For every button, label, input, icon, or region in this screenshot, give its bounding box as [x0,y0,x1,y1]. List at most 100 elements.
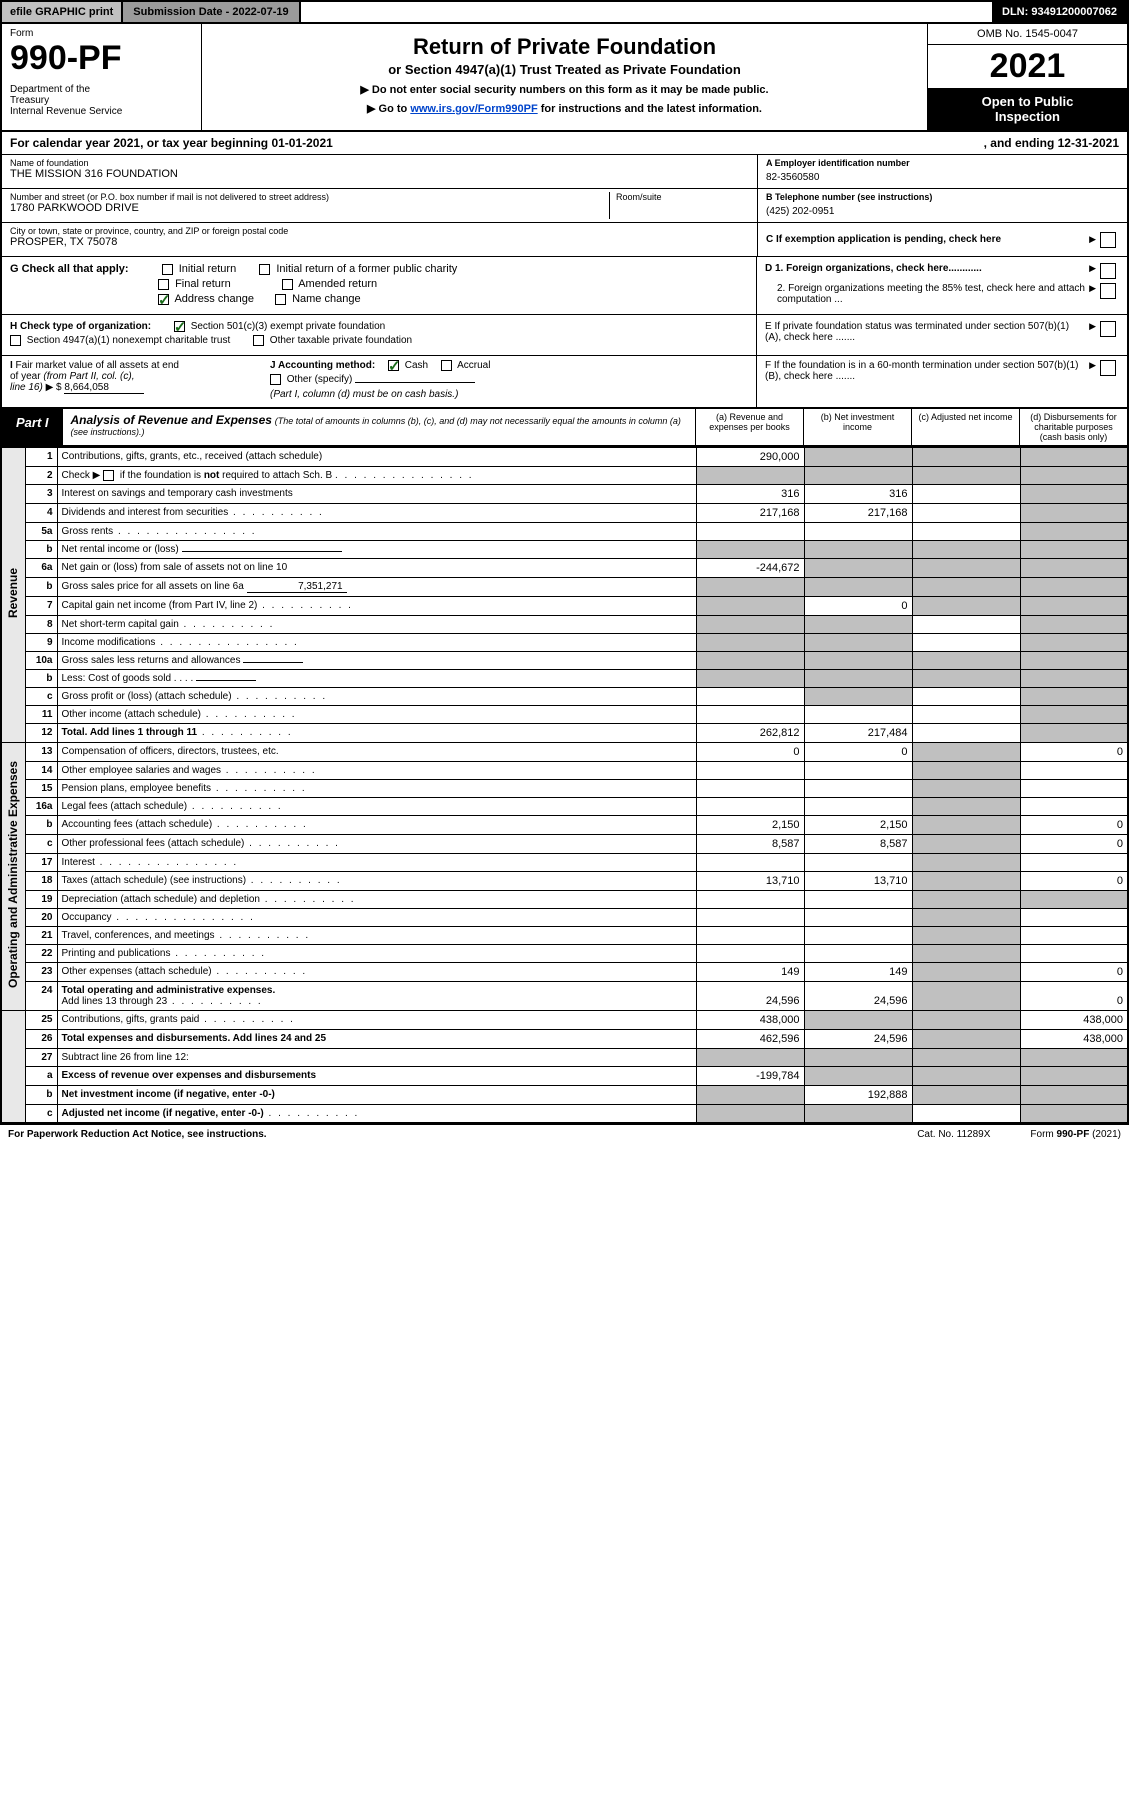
chk-4947[interactable] [10,335,21,346]
row-13: Operating and Administrative Expenses 13… [1,742,1128,761]
opexp-sidebar: Operating and Administrative Expenses [1,742,25,1010]
row-10c: cGross profit or (loss) (attach schedule… [1,687,1128,705]
chk-accrual[interactable] [441,360,452,371]
ij-section: I Fair market value of all assets at end… [2,356,757,406]
arrow-icon [1085,321,1100,343]
address-row: Number and street (or P.O. box number if… [2,189,757,223]
row-21: 21Travel, conferences, and meetings [1,926,1128,944]
phone-value: (425) 202-0951 [766,206,1119,217]
city-value: PROSPER, TX 75078 [10,236,749,248]
other-method-line [355,382,475,383]
foundation-name-label: Name of foundation [10,158,749,168]
d-section: D 1. Foreign organizations, check here..… [757,257,1127,314]
block-ij-f: I Fair market value of all assets at end… [0,356,1129,408]
f-section: F If the foundation is in a 60-month ter… [757,356,1127,406]
row-27: 27Subtract line 26 from line 12: [1,1048,1128,1066]
chk-e[interactable] [1100,321,1116,337]
col-d-header: (d) Disbursements for charitable purpose… [1019,409,1127,445]
lbl-other-taxable: Other taxable private foundation [270,335,412,346]
lbl-4947: Section 4947(a)(1) nonexempt charitable … [27,335,230,346]
row-27c: cAdjusted net income (if negative, enter… [1,1104,1128,1123]
open-to-public: Open to PublicInspection [928,88,1127,130]
spacer [301,2,992,22]
chk-final[interactable] [158,279,169,290]
g-section: G Check all that apply: Initial return I… [2,257,757,314]
submission-date: Submission Date - 2022-07-19 [123,2,300,22]
row-6b: bGross sales price for all assets on lin… [1,577,1128,596]
row-6a: 6aNet gain or (loss) from sale of assets… [1,558,1128,577]
entity-left: Name of foundation THE MISSION 316 FOUND… [2,155,757,257]
foundation-name-row: Name of foundation THE MISSION 316 FOUND… [2,155,757,189]
chk-d2[interactable] [1100,283,1116,299]
row-12: 12Total. Add lines 1 through 11 262,8122… [1,723,1128,742]
dln: DLN: 93491200007062 [992,2,1127,22]
row-22: 22Printing and publications [1,944,1128,962]
efile-print-label[interactable]: efile GRAPHIC print [2,2,123,22]
part1-desc: Analysis of Revenue and Expenses (The to… [63,409,695,445]
top-bar: efile GRAPHIC print Submission Date - 20… [0,0,1129,24]
form990pf-link[interactable]: www.irs.gov/Form990PF [410,103,537,115]
arrow-icon [1085,234,1100,245]
lbl-accrual: Accrual [457,360,490,371]
f-label: F If the foundation is in a 60-month ter… [765,360,1085,382]
phone-row: B Telephone number (see instructions) (4… [758,189,1127,223]
j-note: (Part I, column (d) must be on cash basi… [270,389,458,400]
chk-d1[interactable] [1100,263,1116,279]
address-label: Number and street (or P.O. box number if… [10,192,609,202]
chk-sch-b[interactable] [103,470,114,481]
col-b-header: (b) Net investment income [803,409,911,445]
note2-post: for instructions and the latest informat… [538,103,762,115]
row-14: 14Other employee salaries and wages [1,761,1128,779]
room-label: Room/suite [616,192,749,202]
address-value: 1780 PARKWOOD DRIVE [10,202,609,214]
tax-year: 2021 [928,45,1127,88]
arrow-icon [1085,263,1100,279]
cal-begin: For calendar year 2021, or tax year begi… [10,136,984,150]
chk-initial-former[interactable] [259,264,270,275]
lbl-address-change: Address change [174,293,254,305]
form-label: Form [10,28,193,39]
chk-501c3[interactable] [174,321,185,332]
chk-cash[interactable] [388,360,399,371]
header-left: Form 990-PF Department of theTreasuryInt… [2,24,202,130]
revenue-sidebar: Revenue [1,447,25,742]
row-25: 25Contributions, gifts, grants paid 438,… [1,1010,1128,1029]
form-number: 990-PF [10,39,193,78]
lbl-cash: Cash [405,360,428,371]
lbl-amended: Amended return [298,278,377,290]
chk-address-change[interactable] [158,294,169,305]
row-20: 20Occupancy [1,908,1128,926]
row-23: 23Other expenses (attach schedule)149149… [1,962,1128,981]
exemption-checkbox[interactable] [1100,232,1116,248]
row-5a: 5aGross rents [1,522,1128,540]
chk-other-method[interactable] [270,374,281,385]
lbl-name-change: Name change [292,293,361,305]
row-27b: bNet investment income (if negative, ent… [1,1085,1128,1104]
row-27a: aExcess of revenue over expenses and dis… [1,1066,1128,1085]
r2-post: if the foundation is not required to att… [117,470,332,481]
chk-other-taxable[interactable] [253,335,264,346]
row-18: 18Taxes (attach schedule) (see instructi… [1,871,1128,890]
entity-block: Name of foundation THE MISSION 316 FOUND… [0,155,1129,257]
calendar-year-row: For calendar year 2021, or tax year begi… [0,132,1129,155]
row-8: 8Net short-term capital gain [1,615,1128,633]
chk-initial[interactable] [162,264,173,275]
chk-f[interactable] [1100,360,1116,376]
row-10b: bLess: Cost of goods sold . . . . [1,669,1128,687]
lbl-501c3: Section 501(c)(3) exempt private foundat… [191,321,386,332]
row-7: 7Capital gain net income (from Part IV, … [1,596,1128,615]
row-5b: bNet rental income or (loss) [1,540,1128,558]
h-section: H Check type of organization: Section 50… [2,315,757,355]
note-2: ▶ Go to www.irs.gov/Form990PF for instru… [212,102,917,115]
j-label: J Accounting method: [270,360,375,371]
row-1: Revenue 1 Contributions, gifts, grants, … [1,447,1128,466]
form-title: Return of Private Foundation [212,34,917,60]
chk-amended[interactable] [282,279,293,290]
exemption-row: C If exemption application is pending, c… [758,223,1127,257]
chk-name-change[interactable] [275,294,286,305]
r2-pre: Check ▶ [62,470,104,481]
col-c-header: (c) Adjusted net income [911,409,1019,445]
foundation-name-value: THE MISSION 316 FOUNDATION [10,168,749,180]
footer-left: For Paperwork Reduction Act Notice, see … [8,1129,877,1140]
cal-end: , and ending 12-31-2021 [984,136,1119,150]
